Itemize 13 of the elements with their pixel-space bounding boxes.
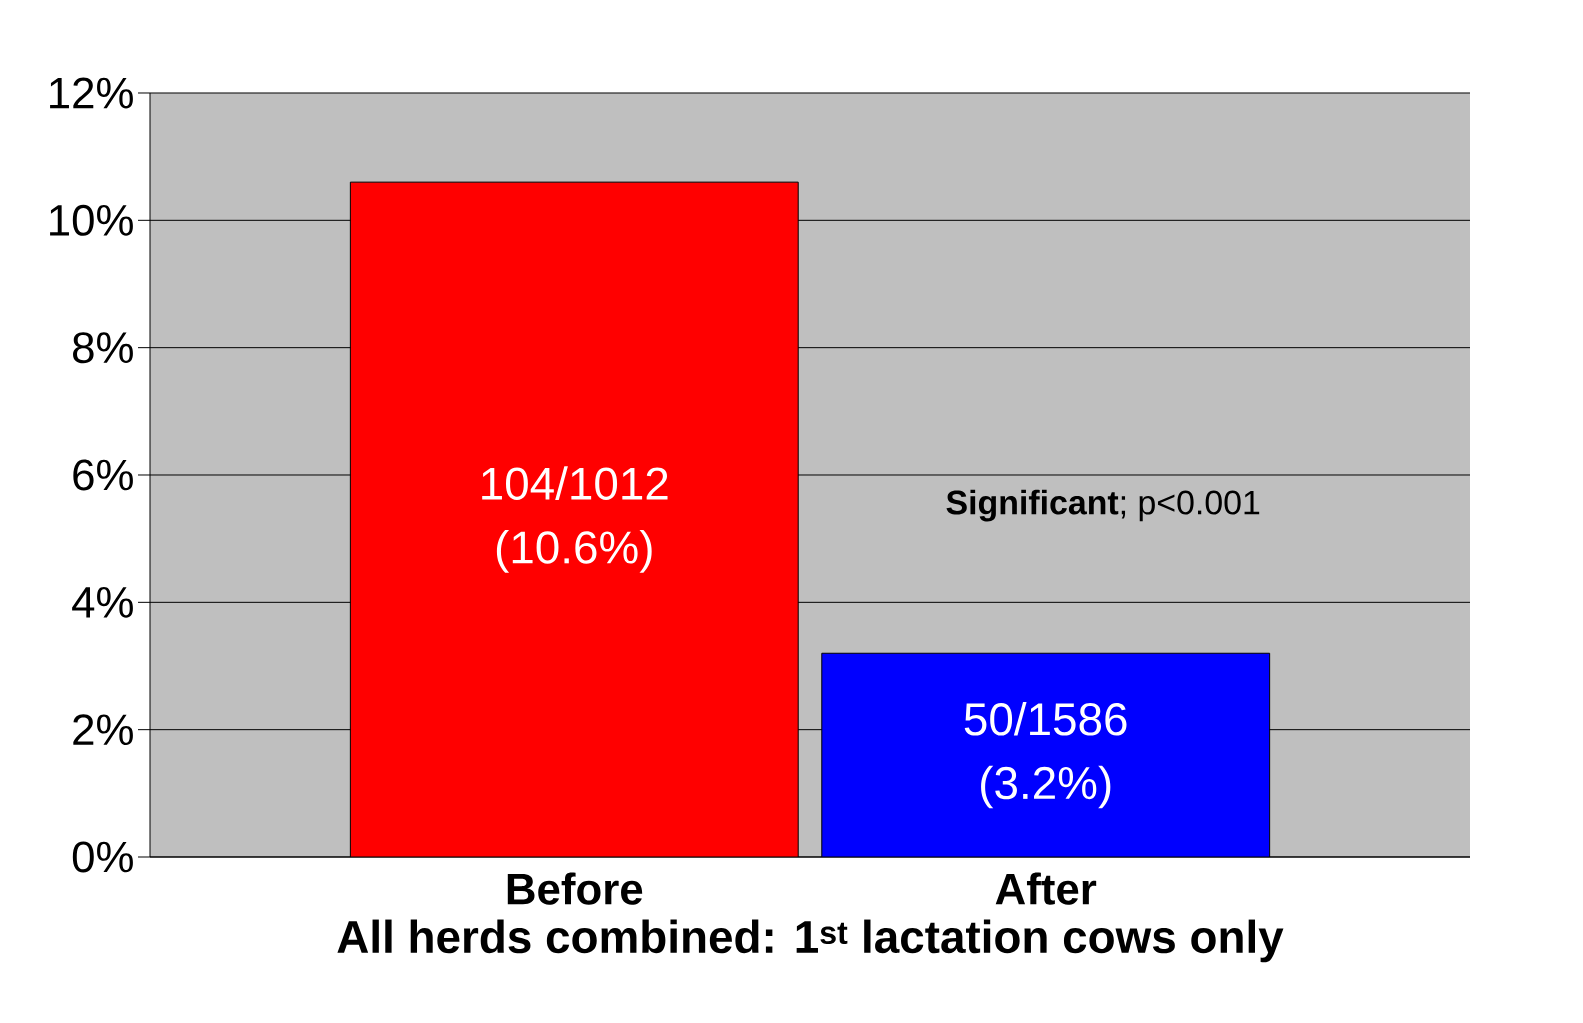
y-tick-label: 4% bbox=[72, 587, 133, 618]
y-tick-label: 2% bbox=[73, 714, 133, 746]
data-label: 50/1586 (3.2%) bbox=[964, 701, 1127, 809]
y-tick-label: 10% bbox=[50, 204, 133, 236]
annotation: Significant; p<0.001 bbox=[946, 489, 1260, 522]
data-label: 104/1012 (10.6%) bbox=[482, 466, 668, 573]
y-tick-label: 0% bbox=[72, 841, 133, 873]
y-tick-label: 6% bbox=[73, 459, 133, 491]
x-tick-label: Before bbox=[507, 872, 643, 905]
x-tick-label: After bbox=[995, 872, 1097, 905]
y-tick-label: 8% bbox=[73, 332, 133, 364]
y-tick-label: 12% bbox=[50, 77, 133, 109]
x-axis-title: All herds combined: 1$^{st}$ lactation cows only bbox=[337, 919, 1284, 963]
